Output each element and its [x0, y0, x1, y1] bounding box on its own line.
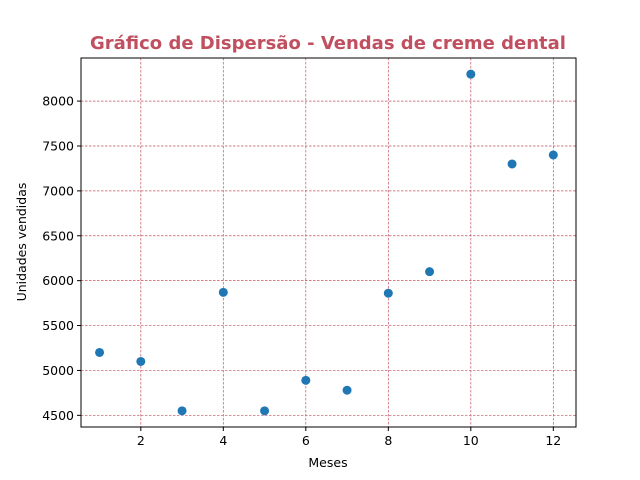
x-axis-ticks: 2 4 6 8 10 12: [137, 427, 561, 448]
x-tick-label: 4: [219, 433, 227, 448]
y-tick-label: 5500: [42, 318, 74, 333]
y-tick-label: 7500: [42, 138, 74, 153]
x-axis-label: Meses: [308, 455, 347, 470]
data-point: [260, 406, 270, 416]
data-point: [548, 150, 558, 160]
data-point: [301, 375, 311, 385]
grid-lines: [81, 58, 576, 427]
y-tick-label: 6000: [42, 273, 74, 288]
data-point: [507, 159, 517, 169]
data-point: [136, 356, 146, 366]
y-tick-label: 8000: [42, 94, 74, 109]
y-tick-label: 4500: [42, 408, 74, 423]
data-point: [342, 385, 352, 395]
data-point: [95, 347, 105, 357]
data-point: [383, 288, 393, 298]
x-tick-label: 8: [384, 433, 392, 448]
x-tick-label: 6: [302, 433, 310, 448]
data-points: [95, 69, 558, 416]
data-point: [425, 267, 435, 277]
data-point: [218, 287, 228, 297]
x-tick-label: 2: [137, 433, 145, 448]
y-tick-label: 5000: [42, 363, 74, 378]
y-axis-ticks: 4500 5000 5500 6000 6500 7000 7500 8000: [42, 94, 81, 423]
y-tick-label: 7000: [42, 183, 74, 198]
plot-frame: [80, 57, 577, 428]
y-tick-label: 6500: [42, 228, 74, 243]
data-point: [177, 406, 187, 416]
chart-title: Gráfico de Dispersão - Vendas de creme d…: [90, 33, 566, 54]
x-tick-label: 12: [545, 433, 561, 448]
data-point: [466, 69, 476, 79]
x-tick-label: 10: [463, 433, 479, 448]
y-axis-label: Unidades vendidas: [14, 183, 29, 302]
